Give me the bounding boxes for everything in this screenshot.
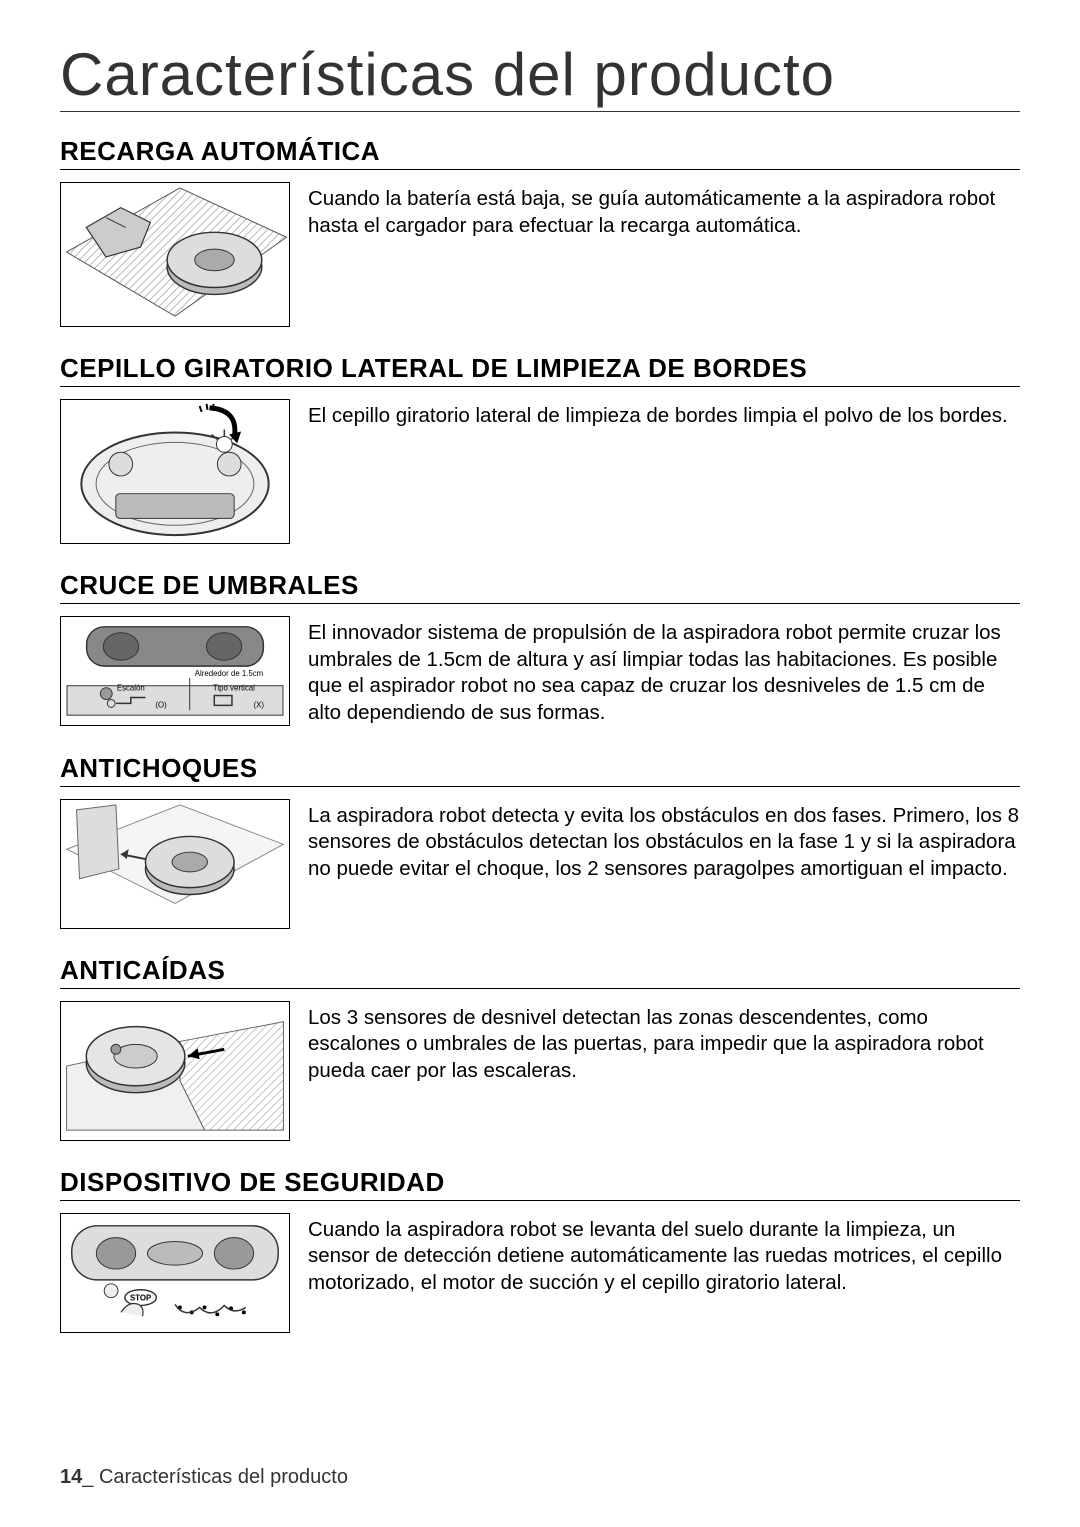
section-heading: DISPOSITIVO DE SEGURIDAD xyxy=(60,1167,1020,1201)
page-title: Características del producto xyxy=(60,40,1020,112)
section-heading: RECARGA AUTOMÁTICA xyxy=(60,136,1020,170)
section-cruce: CRUCE DE UMBRALES Alrededor de 1.5cm Esc… xyxy=(60,570,1020,727)
label-ok: (O) xyxy=(155,700,167,709)
label-vertical: Tipo vertical xyxy=(213,684,255,693)
section-anticaidas: ANTICAÍDAS Los 3 sensores de desnivel de… xyxy=(60,955,1020,1141)
label-step: Escalón xyxy=(117,684,145,693)
section-text: El innovador sistema de propulsión de la… xyxy=(308,616,1020,727)
section-text: Los 3 sensores de desnivel detectan las … xyxy=(308,1001,1020,1085)
illustration-obstacle xyxy=(60,799,290,929)
section-text: La aspiradora robot detecta y evita los … xyxy=(308,799,1020,883)
section-text: Cuando la aspiradora robot se levanta de… xyxy=(308,1213,1020,1297)
section-text: Cuando la batería está baja, se guía aut… xyxy=(308,182,1020,239)
section-heading: ANTICAÍDAS xyxy=(60,955,1020,989)
section-seguridad: DISPOSITIVO DE SEGURIDAD STOP Cuando la … xyxy=(60,1167,1020,1333)
footer-sep: _ xyxy=(82,1466,99,1488)
section-heading: CEPILLO GIRATORIO LATERAL DE LIMPIEZA DE… xyxy=(60,353,1020,387)
label-height: Alrededor de 1.5cm xyxy=(195,669,264,678)
section-heading: CRUCE DE UMBRALES xyxy=(60,570,1020,604)
page-number: 14 xyxy=(60,1466,82,1488)
illustration-robot-dock xyxy=(60,182,290,327)
illustration-robot-brush xyxy=(60,399,290,544)
section-cepillo: CEPILLO GIRATORIO LATERAL DE LIMPIEZA DE… xyxy=(60,353,1020,544)
section-text: El cepillo giratorio lateral de limpieza… xyxy=(308,399,1020,430)
section-heading: ANTICHOQUES xyxy=(60,753,1020,787)
label-stop: STOP xyxy=(130,1293,151,1302)
footer-text: Características del producto xyxy=(99,1466,348,1488)
section-antichoques: ANTICHOQUES La aspiradora robot detecta … xyxy=(60,753,1020,929)
label-no: (X) xyxy=(254,700,265,709)
illustration-cliff xyxy=(60,1001,290,1141)
illustration-lift: STOP xyxy=(60,1213,290,1333)
illustration-threshold: Alrededor de 1.5cm Escalón Tipo vertical… xyxy=(60,616,290,726)
section-recarga: RECARGA AUTOMÁTICA Cuando la batería est… xyxy=(60,136,1020,327)
page-footer: 14_ Características del producto xyxy=(60,1466,348,1489)
